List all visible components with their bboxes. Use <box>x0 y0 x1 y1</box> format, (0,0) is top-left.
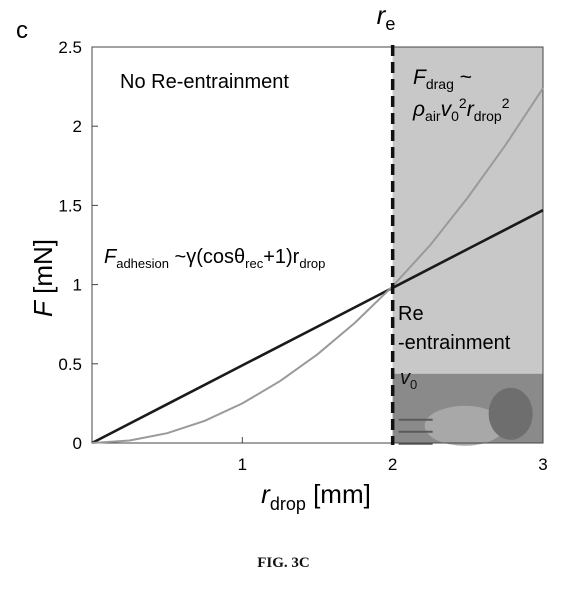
y-tick-label: 2.5 <box>58 38 82 57</box>
droplet-shadow <box>488 387 533 440</box>
series-layer <box>91 87 544 445</box>
y-tick-label: 1 <box>73 276 82 295</box>
axis-ticks: 1 2 3 0 0.5 1 1.5 2 2.5 <box>58 38 547 474</box>
adhesion-formula: Fadhesion ~γ(cosθrec+1)rdrop <box>104 246 325 271</box>
x-axis-label: rdrop [mm] <box>261 479 371 514</box>
x-tick-label: 2 <box>388 455 397 474</box>
reentrainment-label-line1: Re <box>398 303 424 325</box>
no-reentrainment-label: No Re-entrainment <box>120 71 289 93</box>
x-tick-label: 1 <box>238 455 247 474</box>
drag-formula-line1: Fdrag ~ <box>413 66 472 92</box>
y-tick-label: 0 <box>73 434 82 453</box>
y-tick-label: 2 <box>73 117 82 136</box>
inset-droplet-illustration <box>398 387 533 446</box>
reentrainment-label-line2: -entrainment <box>398 332 511 354</box>
figure-caption: FIG. 3C <box>257 555 310 571</box>
droplet-shape <box>424 405 505 446</box>
y-tick-label: 1.5 <box>58 196 82 215</box>
y-tick-label: 0.5 <box>58 355 82 374</box>
y-axis-label: F [mN] <box>28 239 58 317</box>
inset-velocity-label: v0 <box>400 367 417 392</box>
x-tick-label: 3 <box>538 455 547 474</box>
series-line-f-adhesion <box>91 209 544 445</box>
v-main: v <box>400 367 411 389</box>
v-sub: 0 <box>410 377 417 392</box>
critical-radius-label: re <box>377 0 396 34</box>
re-sub: e <box>385 14 395 34</box>
drag-formula-line2: ρairv02rdrop2 <box>412 95 510 124</box>
re-main: r <box>377 0 387 30</box>
plot-frame <box>91 46 544 444</box>
series-line-f-drag <box>91 87 544 444</box>
panel-label: c <box>16 17 28 44</box>
